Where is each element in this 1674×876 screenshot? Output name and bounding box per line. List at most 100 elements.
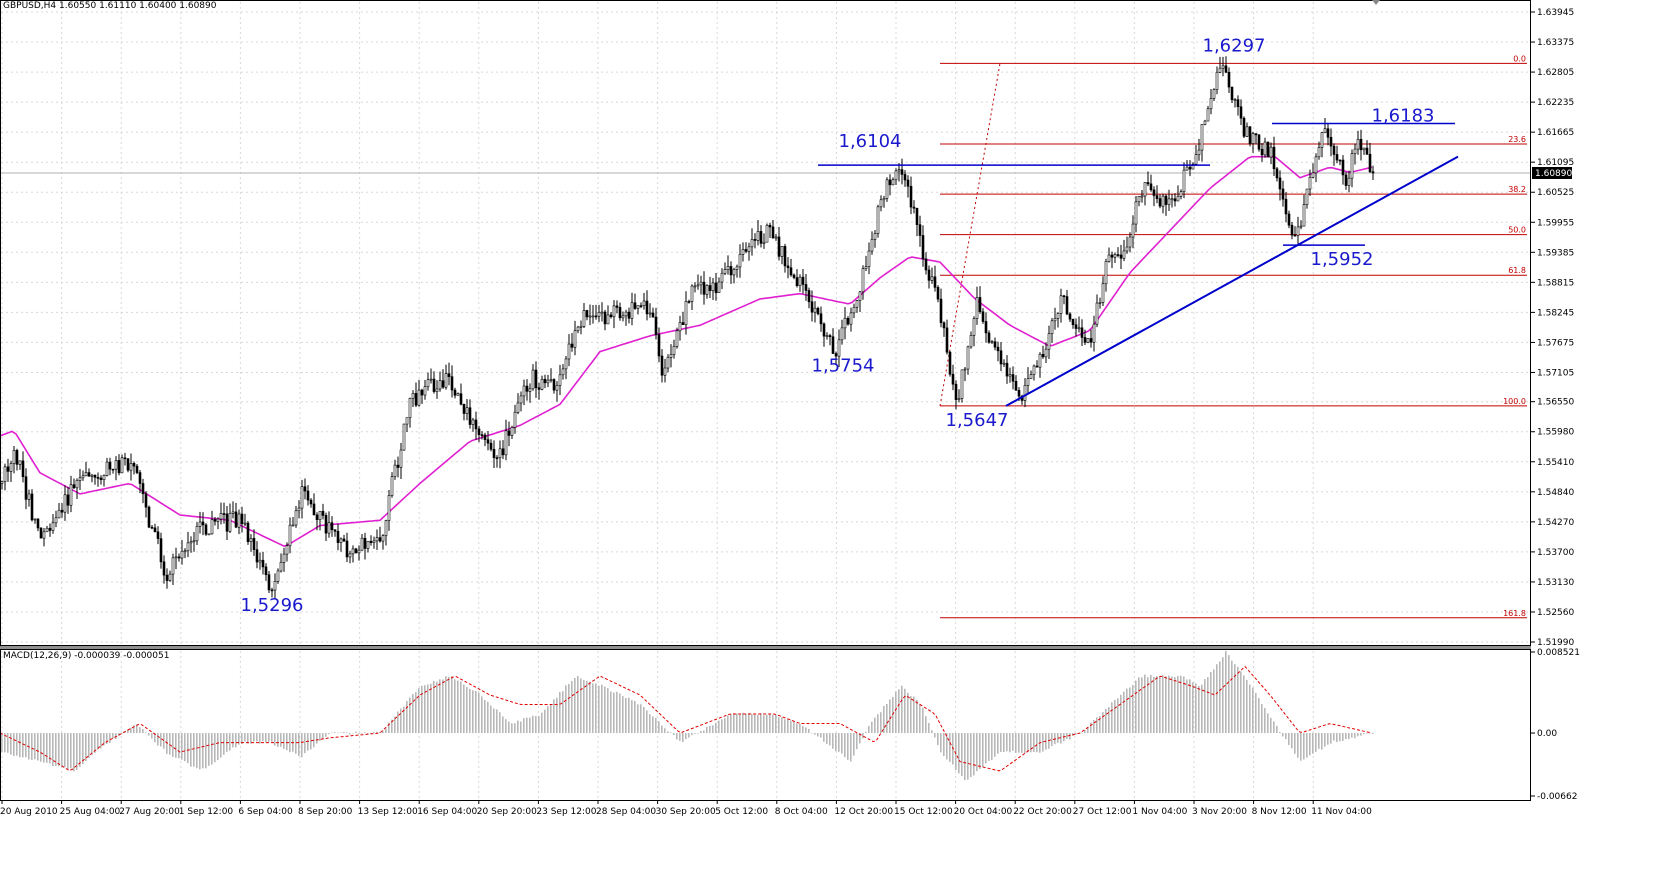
macd-histogram-bar [244,733,246,742]
x-tick-label: 8 Sep 20:00 [298,807,353,817]
macd-histogram-bar [667,731,669,734]
candle-body [186,542,190,552]
candle-body [99,477,103,480]
candle-body [1227,71,1231,88]
macd-histogram-bar [1,733,3,753]
drawn-lines[interactable] [818,122,1459,407]
candle-body [1065,296,1069,315]
macd-histogram-bar [598,685,600,734]
price-annotation: 1,5754 [812,356,875,377]
macd-histogram-bar [1330,733,1332,744]
y-tick-label: 1.60525 [1537,188,1574,198]
candle-body [432,378,436,392]
candle-body [480,434,484,437]
candle-body [486,439,490,444]
macd-histogram-bar [184,733,186,762]
candle-body [447,373,451,377]
candle-body [684,301,688,325]
macd-histogram-bar [1114,700,1116,734]
candle-body [342,538,346,542]
macd-histogram-bar [1150,674,1152,734]
candle-body [69,484,73,506]
macd-histogram-bar [775,714,777,734]
x-tick-label: 30 Sep 20:00 [656,807,716,817]
candle-body [435,388,439,392]
macd-histogram-bar [1144,674,1146,734]
macd-histogram-bar [829,733,831,746]
macd-histogram-bar [88,733,90,758]
macd-histogram-bar [583,680,585,734]
candle-body [204,524,208,535]
candle-body [630,302,634,319]
candle-body [735,266,739,270]
macd-signal-line [0,665,1372,772]
macd-histogram-bar [1105,708,1107,734]
candle-body [723,269,727,274]
macd-histogram-bar [1207,677,1209,734]
candle-body [537,387,541,390]
candle-body [819,313,823,325]
candle-body [876,206,880,234]
macd-histogram-bar [1312,733,1314,754]
candle-body [1350,153,1354,179]
macd-histogram-bar [58,733,60,766]
macd-histogram-bar [643,706,645,734]
macd-histogram-bar [475,691,477,734]
candle-body [702,281,706,295]
candle-body [132,463,136,467]
macd-histogram-bar [1204,679,1206,734]
macd-histogram-bar [67,733,69,770]
candle-body [468,407,472,425]
macd-histogram-bar [52,733,54,766]
macd-histogram-bar [871,721,873,734]
macd-histogram-bar [967,733,969,780]
candle-body [63,494,67,513]
candle-body [519,395,523,404]
candle-body [75,480,79,489]
candle-body [159,538,163,563]
macd-histogram-bar [1180,675,1182,734]
candle-body [282,553,286,563]
macd-histogram-bar [670,732,672,734]
macd-histogram-bar [406,701,408,734]
macd-histogram-bar [1216,664,1218,734]
macd-histogram-bar [472,690,474,734]
candle-body [1344,174,1348,186]
macd-histogram-bar [85,733,87,761]
candle-body [1221,65,1225,69]
macd-histogram-bar [370,732,372,734]
candle-body [1269,146,1273,158]
candle-body [240,513,244,524]
candle-body [1131,223,1135,238]
macd-histogram-bar [997,733,999,754]
candle-body [1014,380,1018,391]
fib-level-label: 50.0 [1508,226,1526,235]
macd-histogram-bar [634,700,636,734]
candle-body [975,297,979,319]
macd-histogram-bar [787,719,789,734]
candle-body [780,246,784,257]
fibonacci-retracement[interactable]: 0.0 23.6 38.2 50.0 61.8 100.0 161.8 [939,54,1527,619]
macd-histogram-bar [1327,733,1329,745]
macd-histogram-bar [493,708,495,734]
candle-body [660,355,664,376]
y-tick-label: 1.61095 [1537,158,1574,168]
candle-body [1038,353,1042,368]
macd-histogram-bar [10,733,12,755]
candle-body [849,312,853,325]
macd-histogram-bar [25,733,27,758]
macd-histogram-bar [112,733,114,739]
candle-body [1182,169,1186,192]
candle-body [648,312,652,315]
candle-body [1077,327,1081,330]
candle-body [840,327,844,341]
candle-body [615,305,619,308]
macd-histogram-bar [847,733,849,760]
macd-histogram-bar [649,714,651,734]
candle-body [402,423,406,451]
macd-histogram-bar [1270,717,1272,734]
macd-histogram-bar [763,715,765,734]
candle-body [381,535,385,542]
candle-body [789,267,793,276]
